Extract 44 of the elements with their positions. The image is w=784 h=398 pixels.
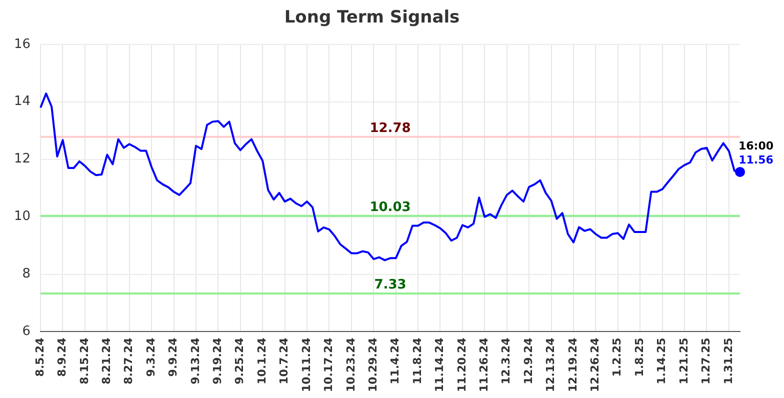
ref-line-label: 12.78: [370, 120, 411, 136]
y-tick-label: 14: [14, 94, 31, 110]
x-tick-label: 10.1.24: [255, 337, 268, 384]
data-label: 11.56: [738, 153, 774, 166]
x-tick-label: 1.14.25: [655, 338, 668, 384]
x-tick-label: 1.8.25: [632, 338, 646, 377]
x-tick-label: 8.21.24: [100, 337, 114, 384]
x-tick-label: 12.26.24: [588, 337, 602, 392]
x-tick-label: 9.25.24: [233, 337, 246, 384]
x-tick-label: 9.3.24: [144, 337, 158, 377]
x-tick-label: 11.4.24: [388, 337, 402, 384]
x-tick-label: 9.9.24: [166, 337, 180, 377]
ref-line-label: 10.03: [370, 200, 411, 215]
x-tick-label: 9.13.24: [188, 337, 202, 384]
x-tick-label: 11.20.24: [455, 337, 468, 392]
x-tick-label: 8.15.24: [78, 337, 91, 384]
chart-title: Long Term Signals: [284, 8, 460, 28]
x-tick-label: 10.17.24: [322, 337, 336, 392]
x-tick-label: 12.19.24: [566, 337, 580, 392]
x-tick-label: 11.14.24: [433, 337, 446, 392]
y-tick-label: 6: [22, 324, 31, 340]
y-tick-label: 12: [14, 152, 31, 167]
x-tick-label: 8.5.24: [33, 337, 46, 377]
x-tick-label: 11.26.24: [478, 337, 490, 392]
x-tick-label: 1.21.25: [677, 338, 690, 384]
x-tick-label: 11.8.24: [410, 337, 424, 384]
y-tick-label: 8: [22, 266, 31, 282]
x-tick-label: 1.2.25: [610, 338, 624, 377]
x-tick-label: 8.27.24: [122, 337, 136, 384]
ref-line-label: 7.33: [374, 277, 406, 292]
x-tick-label: 12.9.24: [522, 337, 535, 384]
x-tick-label: 12.3.24: [500, 337, 513, 384]
annotation: 16:00: [738, 139, 774, 152]
x-tick-label: 12.13.24: [544, 337, 558, 392]
x-tick-label: 8.9.24: [56, 337, 69, 377]
y-tick-label: 10: [14, 209, 31, 224]
x-tick-label: 10.11.24: [300, 337, 313, 392]
x-tick-label: 9.19.24: [211, 337, 224, 384]
x-tick-label: 10.23.24: [344, 337, 358, 392]
x-tick-label: 10.29.24: [366, 337, 380, 392]
x-tick-label: 1.27.25: [700, 338, 713, 384]
x-tick-label: 1.31.25: [722, 338, 735, 384]
y-tick-label: 16: [14, 36, 31, 52]
x-tick-label: 10.7.24: [278, 337, 291, 384]
